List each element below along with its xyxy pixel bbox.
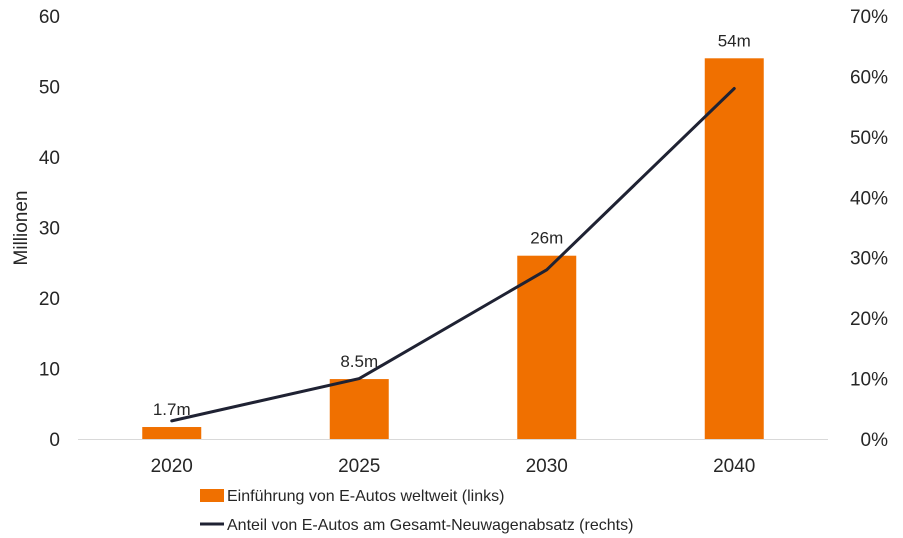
left-tick-label: 30 xyxy=(39,219,60,240)
y-axis-label: Millionen xyxy=(11,191,32,266)
right-axis: 0% 10% 20% 30% 40% 50% 60% 70% xyxy=(850,7,888,451)
left-axis: 0 10 20 30 40 50 60 xyxy=(39,7,60,451)
legend-bar-label: Einführung von E-Autos weltweit (links) xyxy=(227,488,504,505)
bar-series: 1.7m 8.5m 26m 54m xyxy=(142,31,764,440)
line-series xyxy=(170,87,736,423)
right-tick-label: 50% xyxy=(850,128,888,149)
right-tick-label: 0% xyxy=(861,430,889,451)
line-path xyxy=(170,87,736,423)
legend-bar-swatch xyxy=(200,489,224,502)
bar-data-label: 26m xyxy=(530,229,563,248)
bar-data-label: 1.7m xyxy=(153,400,191,419)
bar xyxy=(329,379,389,439)
bar xyxy=(142,427,202,439)
category-label: 2020 xyxy=(151,456,193,477)
right-tick-label: 10% xyxy=(850,370,888,391)
left-tick-label: 50 xyxy=(39,78,60,99)
bar-data-label: 8.5m xyxy=(340,352,378,371)
left-tick-label: 40 xyxy=(39,148,60,169)
right-tick-label: 20% xyxy=(850,309,888,330)
bar xyxy=(517,255,577,439)
right-tick-label: 30% xyxy=(850,249,888,270)
left-tick-label: 20 xyxy=(39,289,60,310)
category-labels: 2020 2025 2030 2040 xyxy=(151,456,756,477)
bar-data-label: 54m xyxy=(718,31,751,50)
left-tick-label: 10 xyxy=(39,360,60,381)
legend-line-label: Anteil von E-Autos am Gesamt-Neuwagenabs… xyxy=(227,517,633,534)
right-tick-label: 70% xyxy=(850,7,888,28)
left-tick-label: 60 xyxy=(39,7,60,28)
right-tick-label: 40% xyxy=(850,188,888,209)
category-label: 2030 xyxy=(526,456,568,477)
category-label: 2025 xyxy=(338,456,380,477)
right-tick-label: 60% xyxy=(850,67,888,88)
left-tick-label: 0 xyxy=(49,430,60,451)
legend: Einführung von E-Autos weltweit (links) … xyxy=(200,488,633,534)
category-label: 2040 xyxy=(713,456,755,477)
bar xyxy=(704,58,764,440)
